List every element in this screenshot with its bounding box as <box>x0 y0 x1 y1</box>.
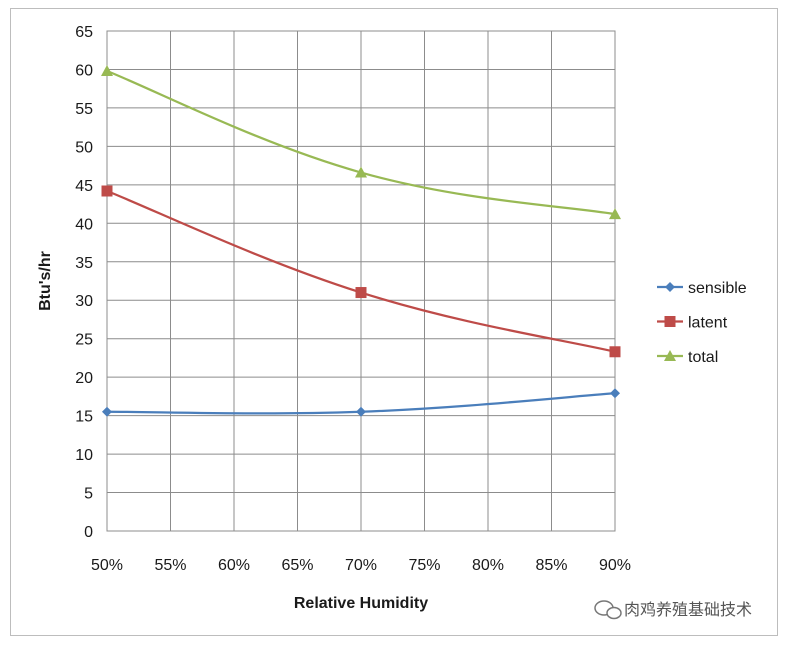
data-point-total <box>101 65 113 76</box>
series-lines <box>101 65 621 417</box>
legend-label: total <box>688 349 718 366</box>
plot-area <box>106 30 616 532</box>
legend: sensible latent total <box>657 280 747 366</box>
x-tick-label: 80% <box>472 557 504 574</box>
y-tick-label: 65 <box>75 24 93 41</box>
y-tick-label: 55 <box>75 101 93 118</box>
y-tick-label: 25 <box>75 332 93 349</box>
x-tick-label: 85% <box>535 557 567 574</box>
x-tick-label: 65% <box>281 557 313 574</box>
y-tick-label: 40 <box>75 216 93 233</box>
watermark-text: 肉鸡养殖基础技术 <box>624 600 752 619</box>
legend-marker <box>665 282 675 292</box>
series-total <box>101 65 621 220</box>
legend-marker <box>664 316 676 327</box>
y-tick-label: 5 <box>84 486 93 503</box>
x-axis-title: Relative Humidity <box>294 595 428 612</box>
x-tick-label: 60% <box>218 557 250 574</box>
data-point-sensible <box>610 388 620 399</box>
x-tick-label: 75% <box>408 557 440 574</box>
legend-item-total: total <box>657 349 718 366</box>
x-tick-label: 70% <box>345 557 377 574</box>
y-tick-label: 30 <box>75 293 93 310</box>
y-axis-title: Btu's/hr <box>37 251 54 311</box>
data-point-latent <box>101 185 113 197</box>
axes: 0 5 10 15 20 25 30 35 40 45 50 55 60 65 50% 55% 60% 65% 70… <box>75 24 631 574</box>
series-latent <box>101 185 621 358</box>
x-tick-label: 55% <box>154 557 186 574</box>
legend-label: sensible <box>688 280 747 297</box>
y-tick-label: 15 <box>75 409 93 426</box>
series-sensible <box>102 388 620 417</box>
y-tick-label: 0 <box>84 524 93 541</box>
y-tick-label: 10 <box>75 447 93 464</box>
legend-item-latent: latent <box>657 315 728 332</box>
y-tick-label: 50 <box>75 139 93 156</box>
data-point-sensible <box>356 406 366 417</box>
wechat-icon <box>594 600 622 620</box>
x-tick-label: 90% <box>599 557 631 574</box>
watermark: 肉鸡养殖基础技术 <box>594 600 752 620</box>
y-tick-label: 60 <box>75 62 93 79</box>
data-point-latent <box>609 346 621 358</box>
legend-item-sensible: sensible <box>657 280 747 297</box>
data-point-total <box>355 166 367 178</box>
grid <box>106 30 616 532</box>
y-tick-label: 45 <box>75 178 93 195</box>
y-tick-label: 20 <box>75 370 93 387</box>
data-point-latent <box>355 287 367 299</box>
y-tick-label: 35 <box>75 255 93 272</box>
legend-marker <box>664 350 676 361</box>
legend-label: latent <box>688 315 728 332</box>
data-point-sensible <box>102 406 112 417</box>
data-point-total <box>609 208 621 220</box>
x-tick-label: 50% <box>91 557 123 574</box>
